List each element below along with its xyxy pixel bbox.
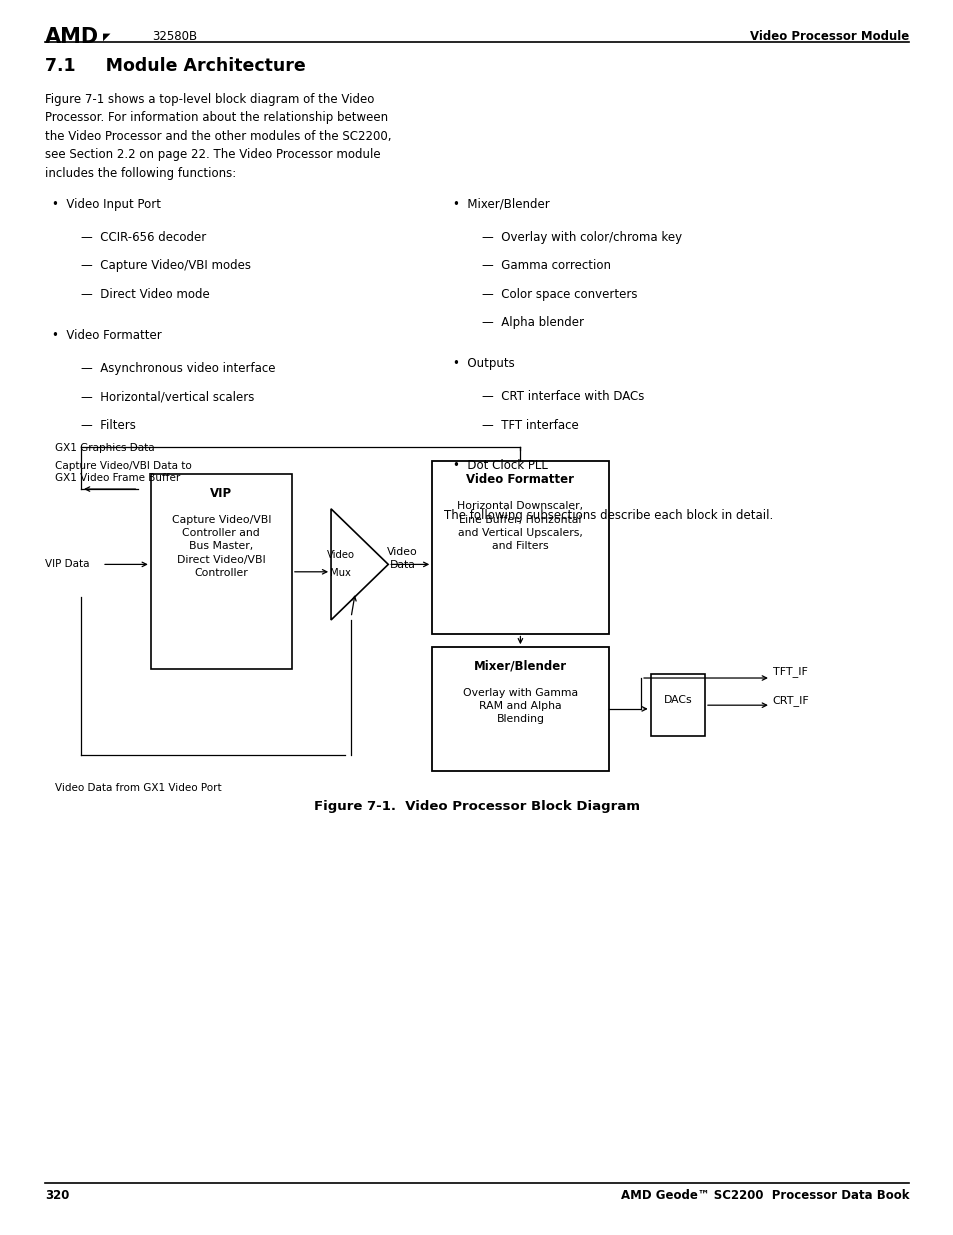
Text: •  Video Formatter: • Video Formatter: [51, 329, 161, 342]
Text: Video Processor Module: Video Processor Module: [749, 30, 908, 43]
Text: —  Alpha blender: — Alpha blender: [481, 316, 583, 330]
Bar: [432, 461, 608, 634]
Text: Video Data from GX1 Video Port: Video Data from GX1 Video Port: [55, 783, 222, 793]
Text: —  TFT interface: — TFT interface: [481, 419, 578, 432]
Text: GX1 Graphics Data: GX1 Graphics Data: [55, 443, 154, 453]
Bar: [650, 674, 704, 736]
Text: •  Video Input Port: • Video Input Port: [51, 198, 160, 211]
Text: Video: Video: [326, 550, 355, 559]
Text: AMD: AMD: [45, 27, 99, 47]
Text: —  CCIR-656 decoder: — CCIR-656 decoder: [81, 231, 206, 245]
Text: Overlay with Gamma
RAM and Alpha
Blending: Overlay with Gamma RAM and Alpha Blendin…: [462, 688, 578, 724]
Text: •  Outputs: • Outputs: [453, 357, 515, 370]
Text: Capture Video/VBI Data to
GX1 Video Frame Buffer: Capture Video/VBI Data to GX1 Video Fram…: [55, 461, 192, 483]
Text: 320: 320: [45, 1189, 70, 1203]
Text: —  Color space converters: — Color space converters: [481, 288, 637, 301]
Text: VIP: VIP: [210, 487, 233, 500]
Text: —  Asynchronous video interface: — Asynchronous video interface: [81, 362, 275, 375]
Text: The following subsections describe each block in detail.: The following subsections describe each …: [443, 509, 772, 522]
Text: 7.1     Module Architecture: 7.1 Module Architecture: [45, 57, 305, 75]
Bar: [432, 647, 608, 771]
Text: VIP Data: VIP Data: [45, 559, 90, 569]
Text: •  Dot Clock PLL: • Dot Clock PLL: [453, 459, 547, 473]
Text: —  Direct Video mode: — Direct Video mode: [81, 288, 210, 301]
Text: —  Horizontal/vertical scalers: — Horizontal/vertical scalers: [81, 390, 254, 404]
Text: —  Filters: — Filters: [81, 419, 136, 432]
Text: Mixer/Blender: Mixer/Blender: [474, 659, 566, 673]
Text: ◤: ◤: [103, 32, 111, 42]
Text: Video
Data: Video Data: [387, 547, 417, 569]
Text: Mux: Mux: [330, 568, 351, 578]
Text: Horizontal Downscaler,
Line Buffer, Horizontal
and Vertical Upscalers,
and Filte: Horizontal Downscaler, Line Buffer, Hori…: [456, 501, 583, 551]
Text: TFT_IF: TFT_IF: [772, 667, 807, 677]
Text: CRT_IF: CRT_IF: [772, 695, 809, 705]
Text: AMD Geode™ SC2200  Processor Data Book: AMD Geode™ SC2200 Processor Data Book: [620, 1189, 908, 1203]
Text: •  Mixer/Blender: • Mixer/Blender: [453, 198, 549, 211]
Text: Video Formatter: Video Formatter: [466, 473, 574, 487]
Text: DACs: DACs: [662, 695, 692, 705]
Bar: [151, 474, 292, 669]
Text: 32580B: 32580B: [152, 30, 197, 43]
Text: —  CRT interface with DACs: — CRT interface with DACs: [481, 390, 643, 404]
Text: Capture Video/VBI
Controller and
Bus Master,
Direct Video/VBI
Controller: Capture Video/VBI Controller and Bus Mas…: [172, 515, 271, 578]
Text: Figure 7-1.  Video Processor Block Diagram: Figure 7-1. Video Processor Block Diagra…: [314, 800, 639, 814]
Text: —  Capture Video/VBI modes: — Capture Video/VBI modes: [81, 259, 251, 273]
Text: Figure 7-1 shows a top-level block diagram of the Video
Processor. For informati: Figure 7-1 shows a top-level block diagr…: [45, 93, 391, 179]
Text: —  Gamma correction: — Gamma correction: [481, 259, 610, 273]
Text: —  Overlay with color/chroma key: — Overlay with color/chroma key: [481, 231, 681, 245]
Polygon shape: [331, 509, 388, 620]
